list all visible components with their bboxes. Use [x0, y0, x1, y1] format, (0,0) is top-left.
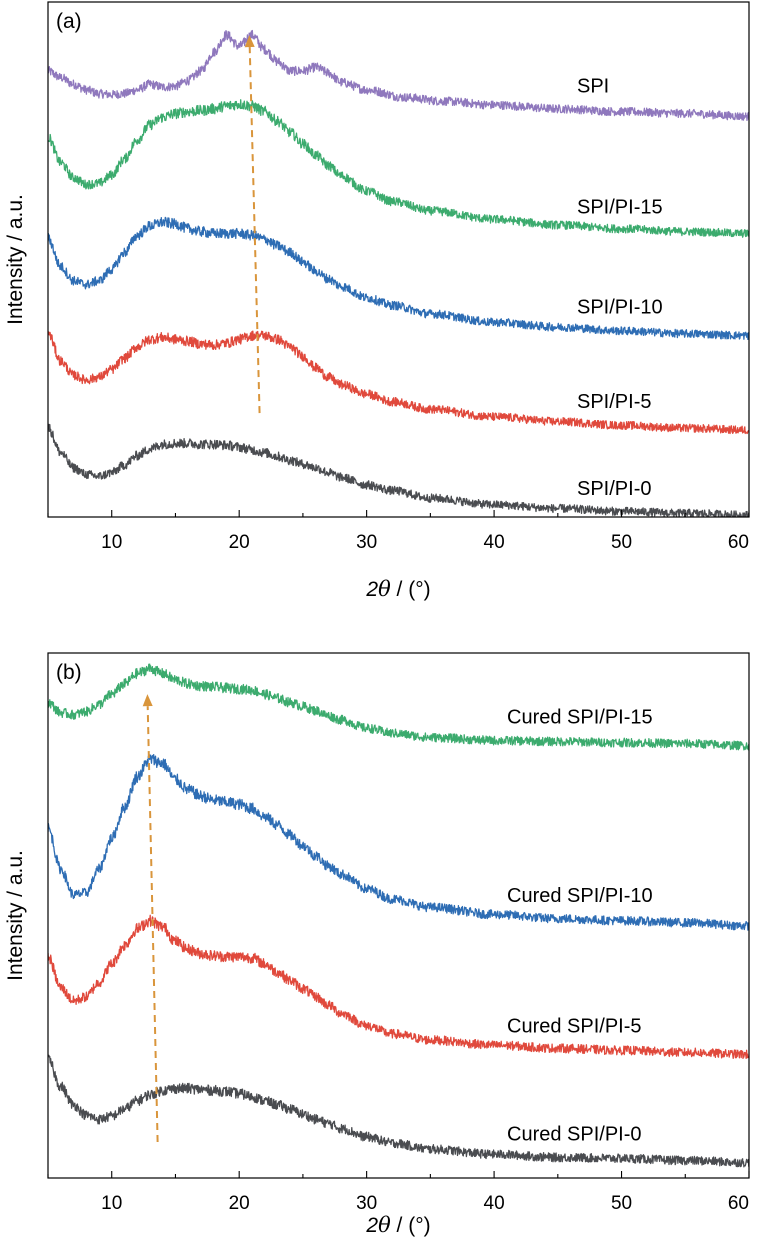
x-tick-label: 60 — [728, 532, 749, 553]
panel-label: (b) — [56, 661, 82, 684]
guide-arrow-shaft — [146, 706, 159, 1142]
series-label-spi-pi-0: SPI/PI-0 — [577, 478, 651, 500]
x-tick-label: 40 — [484, 1193, 505, 1214]
x-axis-label: 2θ / (°) — [365, 1213, 430, 1237]
x-tick-label: 20 — [229, 1193, 250, 1214]
series-line-cured-spi-pi-0 — [48, 1054, 749, 1168]
series-label-cured-spi-pi-10: Cured SPI/PI-10 — [507, 885, 653, 907]
plot-frame — [47, 1, 750, 518]
series-line-cured-spi-pi-10 — [48, 753, 749, 931]
plot-frame — [47, 652, 750, 1179]
x-tick-label: 20 — [229, 532, 250, 553]
x-tick-label: 30 — [356, 532, 377, 553]
series-line-spi-pi-0 — [48, 423, 749, 517]
series-line-spi-pi-10 — [48, 216, 749, 341]
series-label-spi-pi-15: SPI/PI-15 — [577, 197, 663, 219]
series-line-cured-spi-pi-15 — [48, 663, 749, 751]
series-label-cured-spi-pi-0: Cured SPI/PI-0 — [507, 1124, 642, 1146]
x-tick-label: 10 — [101, 532, 122, 553]
x-tick-label: 10 — [101, 1193, 122, 1214]
x-tick-label: 50 — [611, 532, 632, 553]
series-label-cured-spi-pi-5: Cured SPI/PI-5 — [507, 1015, 642, 1037]
y-axis-label: Intensity / a.u. — [4, 850, 27, 981]
series-label-spi-pi-5: SPI/PI-5 — [577, 391, 651, 413]
series-label-spi: SPI — [577, 75, 609, 97]
chart-panel-b: Cured SPI/PI-15 Cured SPI/PI-10 Cured SPI/… — [4, 652, 750, 1237]
series-line-spi — [48, 29, 749, 122]
x-tick-label: 40 — [484, 532, 505, 553]
panel-label: (a) — [56, 10, 82, 33]
x-tick-label: 50 — [611, 1193, 632, 1214]
x-tick-label: 30 — [356, 1193, 377, 1214]
x-axis-label: 2θ / (°) — [365, 577, 430, 601]
x-tick-label: 60 — [728, 1193, 749, 1214]
series-label-cured-spi-pi-15: Cured SPI/PI-15 — [507, 707, 653, 729]
guide-arrow-head — [244, 35, 255, 48]
guide-arrow-head — [142, 694, 153, 707]
series-line-cured-spi-pi-5 — [48, 914, 749, 1060]
series-label-spi-pi-10: SPI/PI-10 — [577, 297, 663, 319]
chart-panel-a: SPI SPI/PI-15 SPI/PI-10 SPI/PI-5 SPI/PI-0 10 2… — [4, 1, 750, 601]
guide-arrow-shaft — [248, 47, 261, 414]
series-line-spi-pi-15 — [48, 99, 749, 238]
series-line-spi-pi-5 — [48, 330, 749, 435]
y-axis-label: Intensity / a.u. — [4, 194, 27, 325]
